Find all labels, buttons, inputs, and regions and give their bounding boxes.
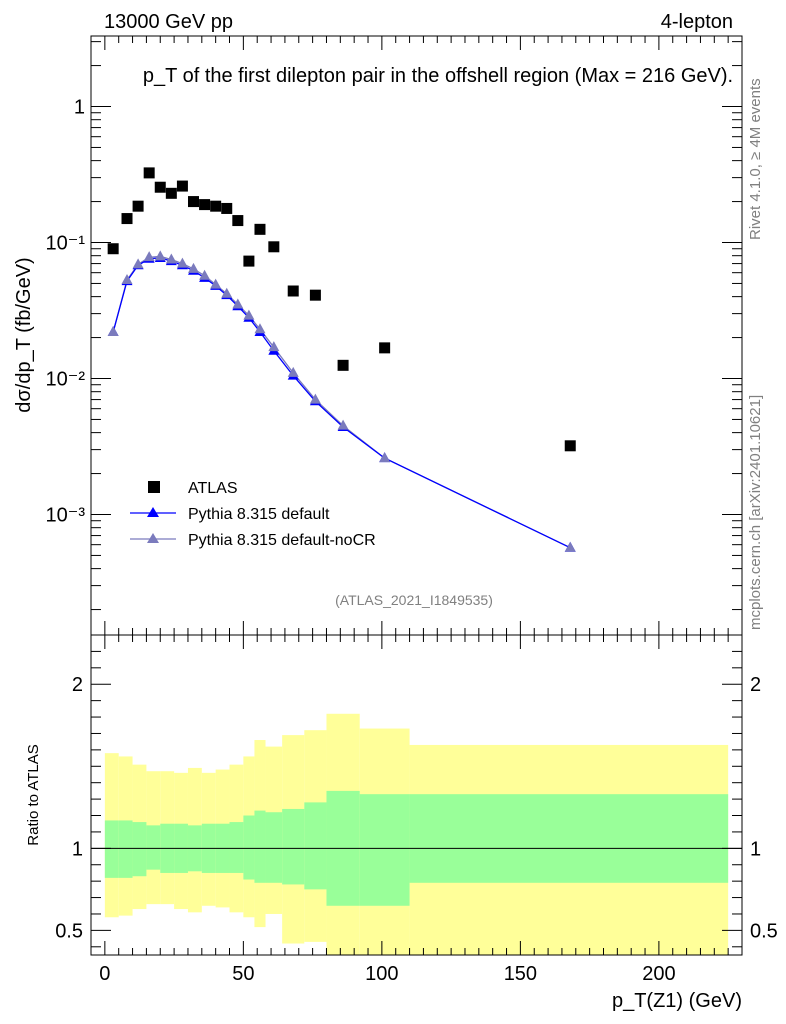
ratio-y-tick-label-right: 2 bbox=[750, 674, 761, 696]
band-stat bbox=[146, 825, 161, 870]
point-atlas bbox=[121, 213, 133, 225]
main-series bbox=[107, 167, 576, 552]
ratio-panel: 0.5 0.5 1 1 2 2 0 50 100 150 200 Ratio to ATLAS p… bbox=[25, 634, 778, 1012]
ratio-y-axis-label: Ratio to ATLAS bbox=[25, 744, 42, 845]
point-nocr bbox=[132, 258, 144, 269]
ratio-y-tick-labels: 0.5 0.5 1 1 2 2 bbox=[55, 674, 778, 942]
point-atlas bbox=[309, 289, 321, 301]
ratio-y-tick-label-right: 0.5 bbox=[750, 920, 778, 942]
point-nocr bbox=[107, 325, 119, 336]
point-nocr bbox=[210, 278, 222, 289]
plot-title: p_T of the first dilepton pair in the of… bbox=[143, 65, 733, 87]
point-nocr bbox=[187, 262, 199, 273]
legend-nocr-label: Pythia 8.315 default-noCR bbox=[188, 532, 376, 549]
band-stat bbox=[229, 822, 244, 873]
point-nocr bbox=[221, 287, 233, 298]
main-axis-ticks bbox=[90, 36, 743, 635]
point-atlas bbox=[232, 215, 244, 227]
ratio-y-tick-label-left: 2 bbox=[72, 674, 83, 696]
main-y-tick-label: 10⁻¹ bbox=[46, 233, 86, 255]
point-atlas bbox=[176, 180, 188, 192]
point-nocr bbox=[154, 250, 166, 261]
point-nocr bbox=[337, 419, 349, 430]
point-nocr bbox=[254, 323, 266, 334]
band-stat bbox=[409, 794, 729, 883]
main-y-tick-label: 10⁻³ bbox=[46, 505, 86, 527]
x-tick-label: 50 bbox=[232, 963, 254, 985]
x-tick-label: 200 bbox=[642, 963, 675, 985]
point-atlas bbox=[107, 243, 119, 255]
main-y-tick-label: 10⁻² bbox=[46, 369, 86, 391]
point-atlas bbox=[337, 359, 349, 371]
main-panel: 10⁻³ 10⁻² 10⁻¹ 1 (ATLAS_2021_I1849535) dσ/d… bbox=[13, 35, 743, 636]
ratio-y-tick-label-right: 1 bbox=[750, 838, 761, 860]
series-line-nocr bbox=[112, 255, 571, 549]
main-y-axis-label: dσ/dp_T (fb/GeV) bbox=[13, 257, 35, 412]
mcplots-side-label: mcplots.cern.ch [arXiv:2401.10621] bbox=[747, 395, 764, 630]
band-stat bbox=[132, 822, 147, 877]
point-nocr bbox=[243, 309, 255, 320]
band-stat bbox=[254, 810, 266, 883]
rivet-side-label: Rivet 4.1.0, ≥ 4M events bbox=[747, 78, 764, 240]
x-tick-labels: 0 50 100 150 200 bbox=[99, 963, 675, 985]
band-stat bbox=[104, 820, 119, 878]
point-nocr bbox=[143, 251, 155, 262]
point-atlas bbox=[221, 202, 233, 214]
point-atlas bbox=[199, 199, 211, 211]
ratio-y-tick-label-left: 1 bbox=[72, 838, 83, 860]
analysis-id-label: (ATLAS_2021_I1849535) bbox=[335, 592, 493, 608]
legend-default-marker bbox=[147, 507, 159, 517]
main-y-tick-labels: 10⁻³ 10⁻² 10⁻¹ 1 bbox=[46, 97, 86, 527]
point-atlas bbox=[268, 241, 280, 253]
point-atlas bbox=[243, 255, 255, 267]
ratio-bands bbox=[104, 713, 729, 955]
legend-default-label: Pythia 8.315 default bbox=[188, 506, 330, 523]
point-nocr bbox=[287, 366, 299, 377]
point-atlas bbox=[187, 196, 199, 208]
x-tick-label: 0 bbox=[99, 963, 110, 985]
ratio-y-tick-label-left: 0.5 bbox=[55, 920, 83, 942]
band-stat bbox=[118, 820, 133, 878]
x-axis-label: p_T(Z1) (GeV) bbox=[612, 990, 742, 1012]
series-line-default bbox=[112, 257, 571, 549]
point-atlas bbox=[379, 342, 391, 354]
point-nocr bbox=[232, 298, 244, 309]
main-y-tick-label: 1 bbox=[74, 97, 85, 119]
point-atlas bbox=[154, 181, 166, 193]
point-nocr bbox=[199, 269, 211, 280]
point-atlas bbox=[143, 167, 155, 179]
point-nocr bbox=[309, 393, 321, 404]
legend-atlas-marker bbox=[148, 481, 160, 493]
process-label: 4-lepton bbox=[661, 11, 733, 33]
band-stat bbox=[243, 815, 255, 880]
band-stat bbox=[304, 802, 327, 890]
x-tick-label: 150 bbox=[504, 963, 537, 985]
point-atlas bbox=[564, 440, 576, 452]
ratio-frame bbox=[90, 634, 743, 956]
legend: ATLAS Pythia 8.315 default Pythia 8.315 … bbox=[130, 480, 376, 549]
point-atlas bbox=[132, 200, 144, 212]
point-nocr bbox=[176, 257, 188, 268]
ratio-axis-ticks bbox=[90, 635, 743, 955]
band-stat bbox=[359, 794, 410, 906]
point-atlas bbox=[210, 200, 222, 212]
point-atlas bbox=[165, 187, 177, 199]
point-nocr bbox=[379, 452, 391, 463]
point-atlas bbox=[254, 223, 266, 235]
point-atlas bbox=[287, 285, 299, 297]
band-stat bbox=[282, 808, 305, 885]
point-nocr bbox=[268, 341, 280, 352]
point-nocr bbox=[121, 274, 133, 285]
point-nocr bbox=[564, 541, 576, 552]
x-tick-label: 100 bbox=[365, 963, 398, 985]
energy-label: 13000 GeV pp bbox=[104, 11, 233, 33]
legend-atlas-label: ATLAS bbox=[188, 480, 238, 497]
point-nocr bbox=[165, 253, 177, 264]
legend-nocr-marker bbox=[147, 533, 159, 543]
band-stat bbox=[265, 812, 283, 883]
